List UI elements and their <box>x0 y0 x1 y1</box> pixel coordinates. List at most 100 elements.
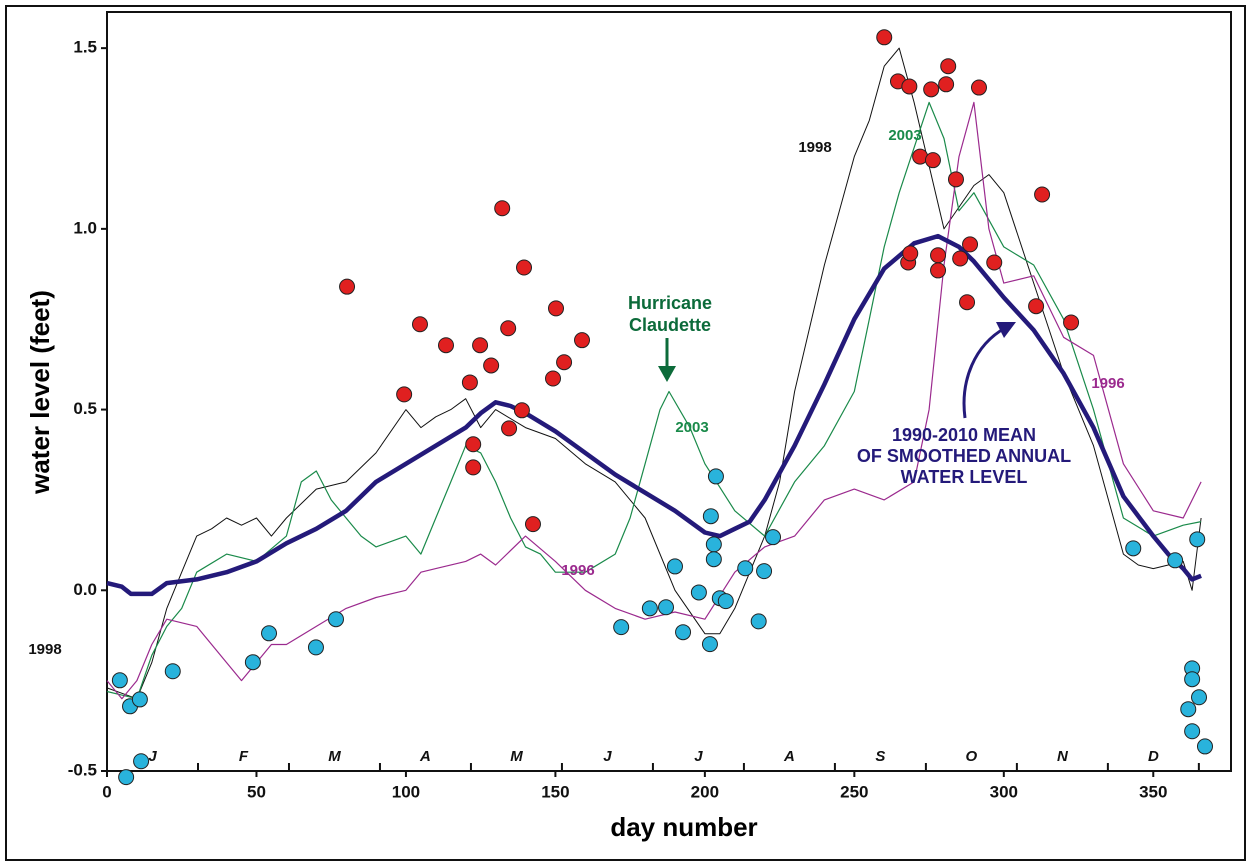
data-point <box>641 600 658 617</box>
data-point <box>666 558 683 575</box>
data-point <box>500 320 517 337</box>
mean-label: 1990-2010 MEAN <box>892 425 1036 445</box>
data-point <box>1191 689 1208 706</box>
data-point <box>131 691 148 708</box>
data-point <box>339 278 356 295</box>
data-point <box>970 79 987 96</box>
data-point <box>658 599 675 616</box>
data-point <box>1189 531 1206 548</box>
data-point <box>707 468 724 485</box>
x-tick-label: 100 <box>392 782 420 801</box>
data-point <box>756 563 773 580</box>
data-point <box>472 337 489 354</box>
data-point <box>1028 298 1045 315</box>
data-point <box>244 654 261 671</box>
mean-arrowhead <box>996 322 1016 338</box>
data-point <box>690 584 707 601</box>
data-point <box>574 332 591 349</box>
data-point <box>1184 723 1201 740</box>
data-point <box>959 294 976 311</box>
data-point <box>924 152 941 169</box>
month-label: J <box>148 748 157 765</box>
data-point <box>411 316 428 333</box>
series-line <box>106 233 1202 597</box>
data-point <box>111 672 128 689</box>
data-point <box>938 76 955 93</box>
data-point <box>513 402 530 419</box>
data-point <box>396 386 413 403</box>
data-point <box>750 613 767 630</box>
series-line <box>106 47 1202 700</box>
month-label: F <box>239 748 249 765</box>
data-point <box>675 624 692 641</box>
mean-label: WATER LEVEL <box>901 467 1028 487</box>
data-point <box>705 536 722 553</box>
month-label: M <box>510 748 523 765</box>
data-point <box>307 639 324 656</box>
x-tick-label: 150 <box>541 782 569 801</box>
data-point <box>1167 552 1184 569</box>
mean-arrow <box>962 326 1006 419</box>
data-point <box>930 262 947 279</box>
month-label: A <box>783 748 795 765</box>
series-label: 2003 <box>675 419 708 436</box>
data-point <box>765 529 782 546</box>
y-tick-label: 1.0 <box>73 218 97 237</box>
data-point <box>494 200 511 217</box>
data-point <box>437 337 454 354</box>
data-point <box>737 560 754 577</box>
outer-frame <box>5 5 1246 861</box>
data-point <box>133 753 150 770</box>
month-label: J <box>603 748 612 765</box>
series-label: 2003 <box>888 127 921 144</box>
data-point <box>923 81 940 98</box>
month-label: O <box>966 748 978 765</box>
month-label: M <box>328 748 341 765</box>
series-label: 1998 <box>28 641 61 658</box>
data-point <box>524 516 541 533</box>
y-axis-label: water level (feet) <box>25 290 55 495</box>
data-point <box>986 254 1003 271</box>
data-point <box>118 769 135 786</box>
data-point <box>1184 671 1201 688</box>
x-tick-label: 300 <box>990 782 1018 801</box>
data-point <box>962 236 979 253</box>
month-label: N <box>1057 748 1069 765</box>
data-point <box>930 247 947 264</box>
mean-label: OF SMOOTHED ANNUAL <box>857 446 1071 466</box>
data-point <box>261 625 278 642</box>
y-tick-label: 1.5 <box>73 38 97 57</box>
month-label: A <box>419 748 431 765</box>
data-point <box>461 374 478 391</box>
data-point <box>327 611 344 628</box>
hurricane-label: Claudette <box>629 315 711 335</box>
month-label: S <box>875 748 885 765</box>
x-tick-label: 250 <box>840 782 868 801</box>
plot-area: -0.5 0.0 0.5 1.0 1.5 0 50 100 150 200 250 300 350 J F M… <box>28 11 1232 801</box>
data-point <box>705 551 722 568</box>
month-label: J <box>694 748 703 765</box>
data-point <box>164 663 181 680</box>
hurricane-label: Hurricane <box>628 293 712 313</box>
data-point <box>901 78 918 95</box>
series-line <box>106 101 1202 700</box>
plot-frame <box>106 11 1232 772</box>
y-tick-label: -0.5 <box>68 760 97 779</box>
data-point <box>1125 540 1142 557</box>
data-point <box>548 300 565 317</box>
series-label: 1996 <box>561 562 594 579</box>
data-point <box>1063 314 1080 331</box>
x-axis-label: day number <box>610 812 757 842</box>
data-point <box>952 250 969 267</box>
y-tick-label: 0.5 <box>73 399 97 418</box>
data-point <box>947 171 964 188</box>
x-tick-label: 50 <box>247 782 266 801</box>
data-point <box>1196 738 1213 755</box>
series-label: 1996 <box>1091 375 1124 392</box>
data-point <box>613 619 630 636</box>
series-label: 1998 <box>798 139 831 156</box>
data-point <box>1034 186 1051 203</box>
data-point <box>717 593 734 610</box>
data-point <box>516 259 533 276</box>
